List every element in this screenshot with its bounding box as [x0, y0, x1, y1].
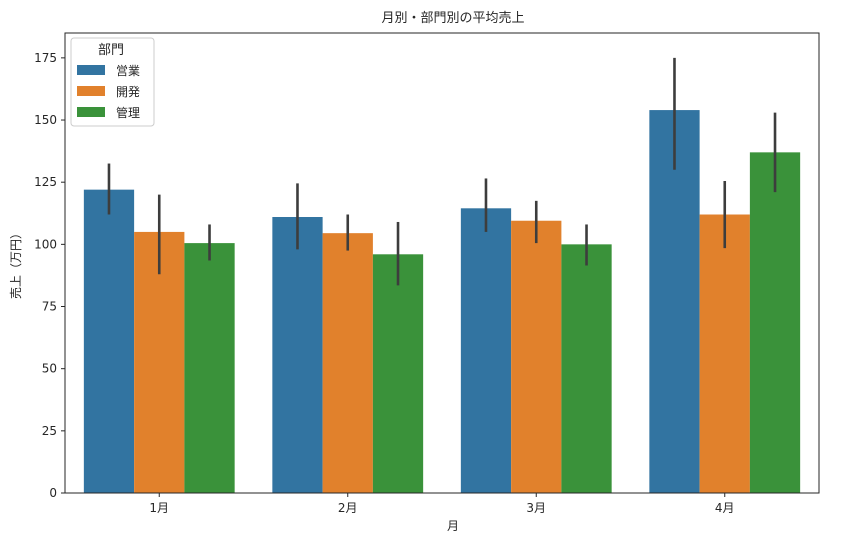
y-axis-label: 売上（万円）: [8, 227, 23, 299]
bar-3-3: [561, 244, 612, 493]
y-tick-label: 50: [42, 362, 57, 376]
x-tick-label: 2月: [338, 501, 358, 515]
bar-1-3: [460, 208, 512, 494]
legend-label-1: 営業: [116, 64, 140, 78]
y-tick-label: 75: [42, 300, 57, 314]
y-tick-label: 100: [34, 237, 57, 251]
y-tick-label: 0: [49, 486, 57, 500]
bar-3-4: [749, 152, 801, 493]
legend-label-3: 管理: [116, 105, 140, 120]
bar-3-2: [372, 254, 424, 493]
legend-box: [70, 37, 155, 127]
bar-3-1: [184, 243, 235, 493]
y-tick-label: 25: [42, 424, 57, 438]
x-tick-label: 3月: [526, 501, 546, 515]
chart-title: 月別・部門別の平均売上: [381, 10, 524, 26]
bar-2-4: [699, 214, 750, 493]
x-tick-label: 4月: [715, 501, 735, 515]
y-tick-label: 175: [34, 51, 57, 65]
plot-area: [83, 57, 801, 494]
x-tick-label: 1月: [149, 501, 169, 515]
bar-2-1: [134, 231, 185, 494]
bar-1-2: [272, 217, 323, 493]
y-tick-label: 150: [34, 113, 57, 127]
bar-1-4: [649, 110, 700, 493]
bar-2-3: [511, 220, 562, 494]
legend-label-2: 開発: [116, 85, 140, 99]
bar-2-2: [322, 233, 373, 493]
error-bars-group: [107, 57, 777, 286]
x-axis: 1月 2月 3月 4月: [149, 493, 735, 515]
legend-swatch-3: [77, 107, 105, 117]
bars-group: [83, 110, 801, 494]
x-axis-label: 月: [447, 519, 459, 533]
plot-frame: [64, 32, 820, 494]
y-axis: 0 25 50 75 100 125 150 175: [34, 51, 65, 500]
legend-swatch-1: [77, 65, 105, 75]
legend-title: 部門: [98, 43, 124, 58]
legend-swatch-2: [77, 86, 105, 96]
y-tick-label: 125: [34, 175, 57, 189]
bar-1-1: [83, 189, 135, 493]
